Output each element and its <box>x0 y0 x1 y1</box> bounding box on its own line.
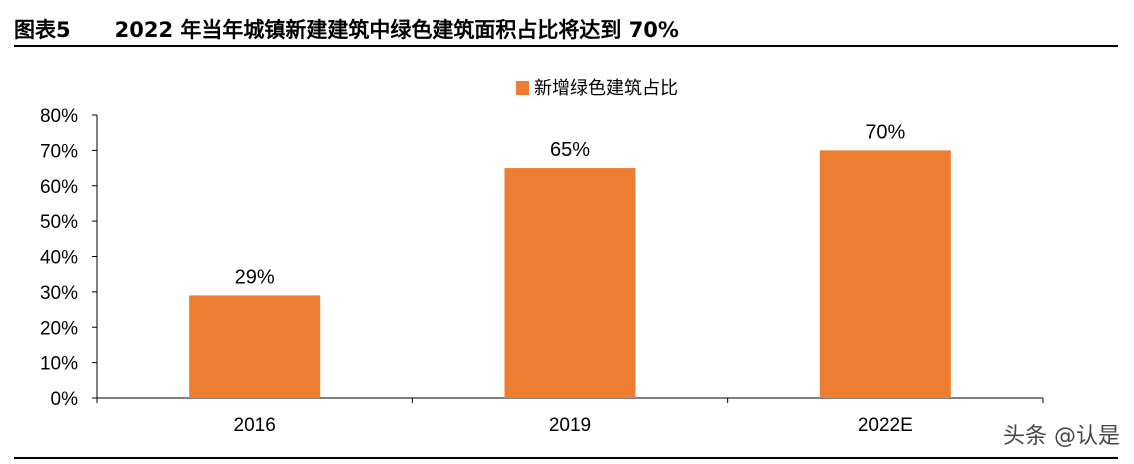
x-tick-label: 2016 <box>234 415 276 436</box>
data-label: 70% <box>865 121 905 143</box>
header-divider <box>14 45 1118 47</box>
x-tick-label: 2022E <box>858 415 913 436</box>
y-tick-label: 80% <box>40 106 78 127</box>
y-tick-label: 50% <box>40 212 78 233</box>
bar <box>189 295 321 398</box>
y-tick-label: 10% <box>40 354 78 375</box>
figure-header: 图表5 2022 年当年城镇新建建筑中绿色建筑面积占比将达到 70% <box>14 14 1118 44</box>
watermark: 头条 @认是 <box>1003 424 1120 449</box>
y-tick-label: 30% <box>40 283 78 304</box>
y-tick-label: 70% <box>40 141 78 162</box>
y-tick-label: 20% <box>40 318 78 339</box>
y-tick-label: 40% <box>40 248 78 269</box>
bar <box>819 150 951 398</box>
x-tick-label: 2019 <box>549 415 591 436</box>
legend-label: 新增绿色建筑占比 <box>534 78 678 98</box>
figure-label: 图表5 <box>14 18 71 42</box>
bar <box>504 168 636 398</box>
y-tick-label: 0% <box>51 389 79 410</box>
footer-divider <box>14 457 1118 459</box>
data-label: 29% <box>235 266 275 288</box>
y-tick-label: 60% <box>40 177 78 198</box>
data-label: 65% <box>550 139 590 161</box>
legend-swatch <box>516 81 529 95</box>
figure-title: 2022 年当年城镇新建建筑中绿色建筑面积占比将达到 70% <box>114 18 679 42</box>
